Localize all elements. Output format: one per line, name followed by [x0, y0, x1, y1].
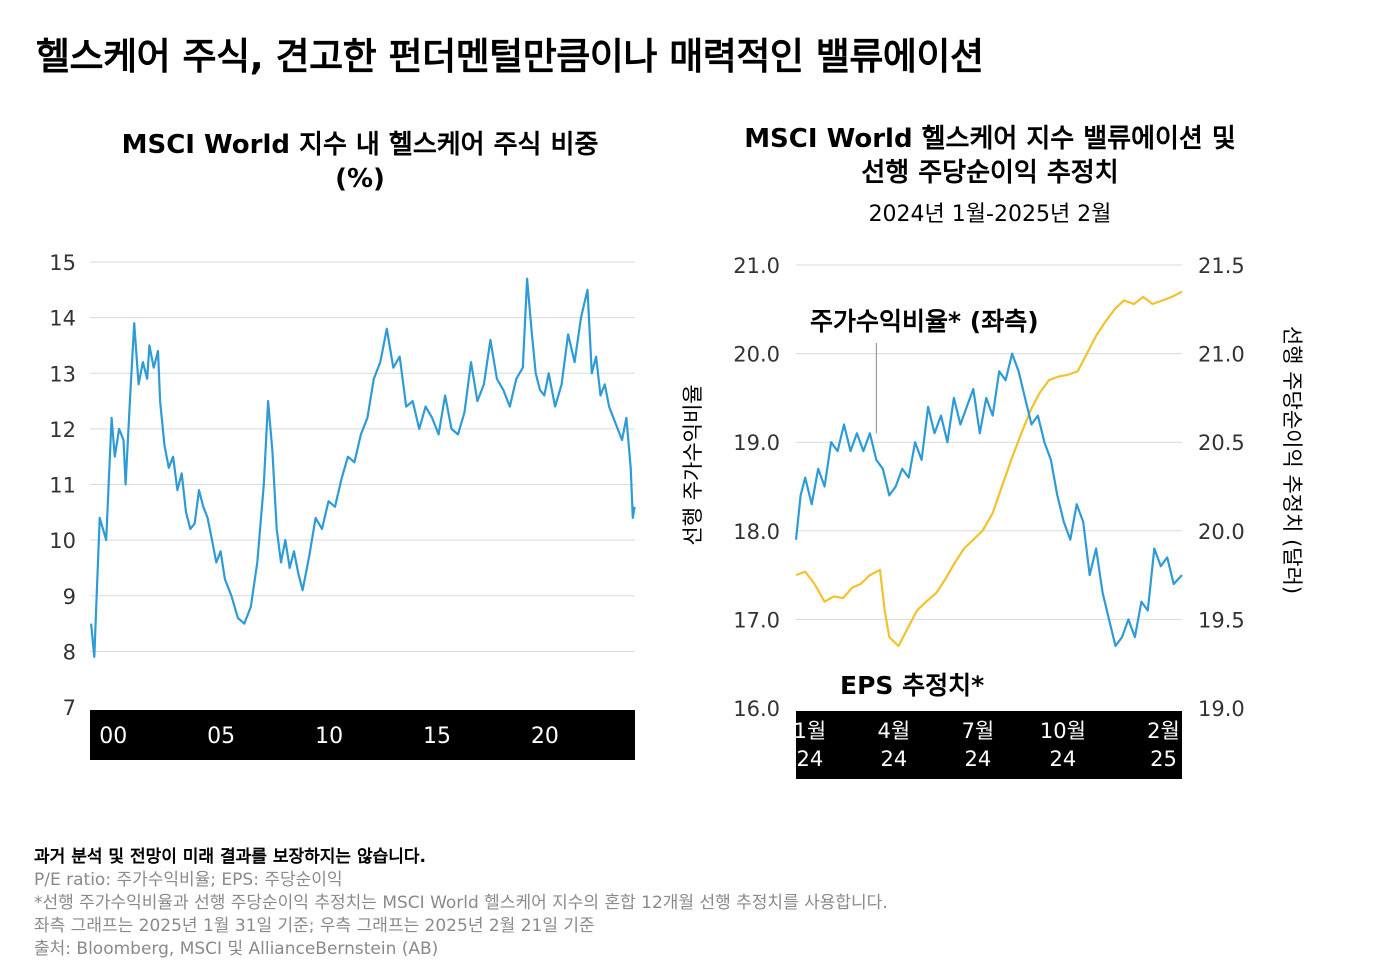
- right-chart-subtitle: 2024년 1월-2025년 2월: [868, 202, 1112, 227]
- x-tick-month: 2월: [1147, 719, 1180, 743]
- x-tick-label: 25: [639, 724, 667, 749]
- footnote-line: 좌측 그래프는 2025년 1월 31일 기준; 우측 그래프는 2025년 2…: [34, 916, 595, 936]
- disclaimer-text: 과거 분석 및 전망이 미래 결과를 보장하지는 않습니다.: [34, 847, 426, 867]
- healthcare-weight-line: [90, 277, 636, 659]
- y-tick-label: 17.0: [733, 608, 780, 632]
- y2-tick-label: 20.0: [1198, 520, 1245, 544]
- x-tick-label: 15: [423, 724, 451, 749]
- x-tick-year: 24: [881, 747, 908, 771]
- x-axis-band: [796, 711, 1182, 779]
- right-chart: 21.0 20.0 19.0 18.0 17.0 16.0 21.5 21.0 20.5 20.0…: [681, 254, 1304, 779]
- pe-ratio-line: [794, 352, 1183, 648]
- right-chart-title-line2: 선행 주당순이익 추정치: [861, 158, 1119, 188]
- eps-estimate-line: [795, 290, 1183, 648]
- y-tick-label: 20.0: [733, 343, 780, 367]
- y-tick-label: 15: [49, 251, 76, 275]
- x-tick-year: 24: [965, 747, 992, 771]
- y-tick-label: 13: [49, 362, 76, 386]
- y-tick-label: 18.0: [733, 520, 780, 544]
- x-tick-month: 7월: [962, 719, 995, 743]
- right-chart-title-line1: MSCI World 헬스케어 지수 밸류에이션 및: [744, 124, 1236, 154]
- x-tick-label: 10: [315, 724, 343, 749]
- x-tick-label: 00: [99, 724, 127, 749]
- y2-tick-label: 20.5: [1198, 431, 1245, 455]
- x-tick-month: 1월: [794, 719, 827, 743]
- y-axis-label-right: 선행 주당순이익 추정치 (달러): [1280, 326, 1304, 594]
- right-chart-title: MSCI World 헬스케어 지수 밸류에이션 및 선행 주당순이익 추정치: [700, 122, 1280, 190]
- x-axis-band: [90, 710, 635, 760]
- y-tick-label: 12: [49, 418, 76, 442]
- x-tick-year: 24: [1050, 747, 1077, 771]
- footnotes: 과거 분석 및 전망이 미래 결과를 보장하지는 않습니다. P/E ratio…: [34, 846, 888, 961]
- x-tick-label: 20: [531, 724, 559, 749]
- y-tick-label: 7: [63, 696, 76, 720]
- x-tick-month: 4월: [878, 719, 911, 743]
- y-tick-label: 11: [49, 474, 76, 498]
- left-chart: 15 14 13 12 11 10 9 8 7 00 05 10 15 20 25: [49, 251, 667, 760]
- left-chart-title: MSCI World 지수 내 헬스케어 주식 비중 (%): [80, 128, 640, 196]
- y2-tick-label: 19.0: [1198, 697, 1245, 721]
- y-tick-label: 21.0: [733, 254, 780, 278]
- x-tick-year: 25: [1150, 747, 1177, 771]
- annotation-eps-label: EPS 추정치*: [840, 671, 984, 700]
- left-chart-title-line1: MSCI World 지수 내 헬스케어 주식 비중: [121, 130, 599, 160]
- y-tick-label: 9: [63, 585, 76, 609]
- annotation-pe-label: 주가수익비율* (좌측): [810, 307, 1039, 336]
- x-tick-month: 10월: [1040, 719, 1086, 743]
- x-tick-label: 05: [207, 724, 235, 749]
- y-tick-label: 16.0: [733, 697, 780, 721]
- footnote-line: 출처: Bloomberg, MSCI 및 AllianceBernstein …: [34, 939, 439, 959]
- left-chart-title-line2: (%): [335, 164, 385, 194]
- y-tick-label: 8: [63, 640, 76, 664]
- page-title: 헬스케어 주식, 견고한 펀더멘털만큼이나 매력적인 밸류에이션: [36, 35, 984, 78]
- footnote-line: *선행 주가수익비율과 선행 주당순이익 추정치는 MSCI World 헬스케…: [34, 893, 888, 913]
- y-axis-label-left: 선행 주가수익비율: [681, 384, 705, 545]
- y-tick-label: 14: [49, 307, 76, 331]
- x-tick-year: 24: [796, 747, 823, 771]
- y2-tick-label: 21.5: [1198, 254, 1245, 278]
- y2-tick-label: 21.0: [1198, 343, 1245, 367]
- y-tick-label: 19.0: [733, 431, 780, 455]
- footnote-line: P/E ratio: 주가수익비율; EPS: 주당순이익: [34, 870, 343, 890]
- y2-tick-label: 19.5: [1198, 608, 1245, 632]
- y-tick-label: 10: [49, 529, 76, 553]
